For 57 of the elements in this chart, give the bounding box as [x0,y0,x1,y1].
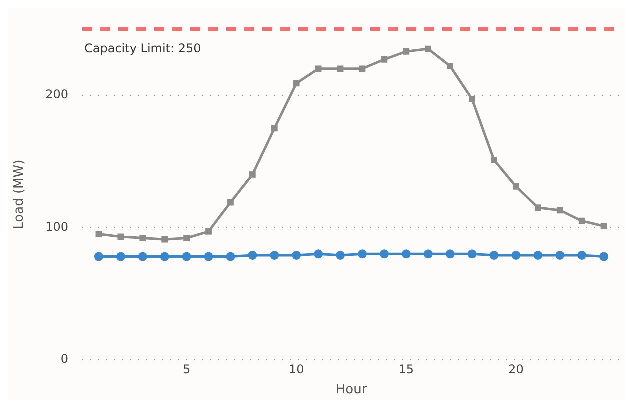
point [358,250,367,259]
y-axis-title: Load (MW) [12,160,28,230]
point [140,235,146,242]
point [468,250,477,259]
point [600,252,609,262]
x-tick-label: 15 [398,362,414,376]
point [292,250,302,260]
x-tick-label: 10 [288,362,304,376]
point [248,250,258,260]
point [424,250,433,259]
point [403,48,410,55]
y-tick-label: 200 [46,87,69,102]
point [337,66,344,72]
point [138,252,148,262]
point [184,235,190,242]
point [556,250,565,260]
point [116,252,126,262]
point [447,63,454,70]
point [96,231,102,238]
point [446,250,455,259]
point [270,250,280,260]
x-tick-label: 20 [508,362,524,376]
x-axis-title: Hour [336,382,368,398]
point [534,204,542,212]
point [182,252,192,262]
point [162,236,168,243]
point [380,250,389,259]
point [359,66,366,72]
point [314,250,324,259]
ref-line-label: Capacity Limit: 250 [84,41,202,56]
point [226,252,236,262]
point [578,250,587,260]
point [94,252,104,262]
point [512,250,521,260]
point [336,250,346,260]
point [381,56,388,63]
point [315,66,322,72]
point [534,250,543,260]
point [204,252,214,262]
point [293,80,300,87]
point [271,125,278,132]
point [228,199,234,206]
point [250,172,256,178]
point [160,252,170,262]
point [556,207,564,214]
y-tick-label: 0 [60,352,69,366]
point [206,228,212,235]
point [490,250,499,260]
point [491,157,498,164]
point [402,250,411,259]
point [513,183,520,190]
point [578,218,586,224]
y-tick-label: 100 [46,220,69,234]
x-tick-label: 5 [182,362,191,376]
point [469,96,476,103]
point [425,46,432,52]
point [600,223,608,230]
